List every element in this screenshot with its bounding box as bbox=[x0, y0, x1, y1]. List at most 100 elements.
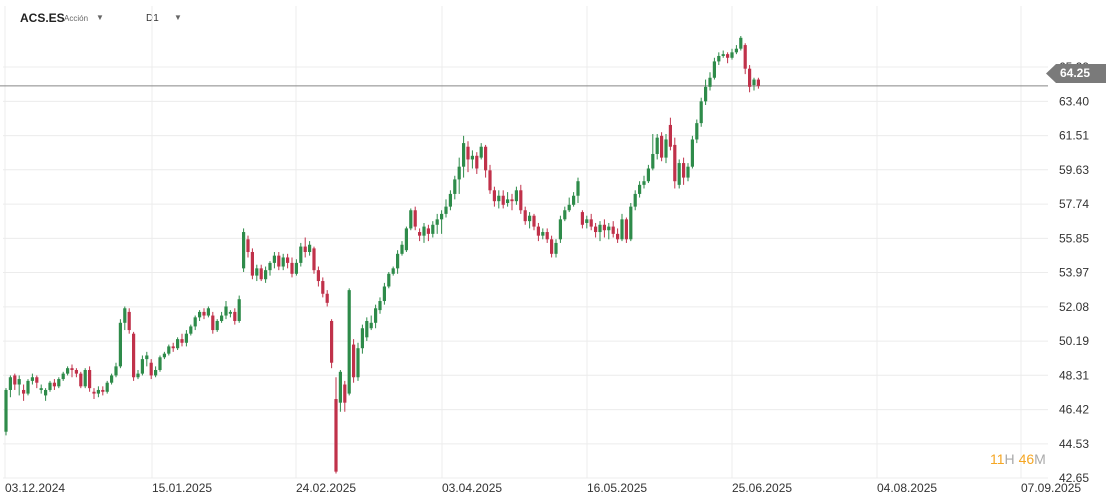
candle-up bbox=[409, 208, 413, 231]
candle-body bbox=[492, 190, 496, 202]
candle-up bbox=[145, 351, 149, 367]
candle-up bbox=[699, 97, 703, 127]
candle-body bbox=[325, 293, 329, 303]
candle-down bbox=[70, 364, 74, 378]
countdown-minutes: 46 bbox=[1018, 451, 1035, 467]
candle-body bbox=[330, 320, 334, 363]
candle-up bbox=[26, 379, 30, 396]
candle-down bbox=[492, 186, 496, 207]
candle-body bbox=[541, 232, 545, 236]
candle-up bbox=[378, 297, 382, 314]
candle-up bbox=[440, 210, 444, 234]
candle-body bbox=[255, 268, 259, 276]
countdown-minutes-unit: M bbox=[1034, 451, 1046, 467]
candle-down bbox=[286, 253, 290, 269]
candle-up bbox=[224, 301, 228, 320]
candle-body bbox=[83, 369, 87, 387]
candle-body bbox=[602, 224, 606, 231]
candle-up bbox=[506, 192, 510, 207]
candle-body bbox=[431, 224, 435, 234]
candle-up bbox=[638, 181, 642, 198]
candle-body bbox=[180, 339, 184, 343]
y-tick-label: 61.51 bbox=[1059, 129, 1089, 143]
candle-body bbox=[347, 290, 351, 394]
candle-body bbox=[154, 369, 158, 376]
candle-body bbox=[123, 308, 127, 323]
candle-body bbox=[629, 206, 633, 240]
candle-body bbox=[198, 311, 202, 318]
candle-up bbox=[228, 310, 232, 318]
candle-down bbox=[580, 210, 584, 229]
candle-down bbox=[426, 224, 430, 242]
candle-down bbox=[180, 333, 184, 347]
candle-body bbox=[580, 212, 584, 225]
candle-body bbox=[721, 54, 725, 56]
candle-down bbox=[171, 342, 175, 352]
candle-up bbox=[30, 373, 34, 385]
candle-body bbox=[66, 368, 70, 374]
candle-body bbox=[184, 333, 188, 343]
candle-up bbox=[114, 362, 118, 378]
candle-down bbox=[211, 311, 215, 334]
candle-body bbox=[514, 190, 518, 202]
candle-body bbox=[277, 255, 281, 267]
chart-grid bbox=[3, 6, 1048, 479]
candle-up bbox=[396, 250, 400, 274]
candle-down bbox=[343, 380, 347, 412]
timeframe-dropdown-icon[interactable]: ▼ bbox=[174, 13, 182, 22]
candle-up bbox=[567, 197, 571, 213]
candle-body bbox=[211, 315, 215, 331]
y-tick-label: 57.74 bbox=[1059, 197, 1089, 211]
symbol-label[interactable]: ACS.ES bbox=[20, 11, 65, 25]
candle-down bbox=[325, 290, 329, 307]
candles bbox=[4, 36, 760, 474]
candle-body bbox=[140, 359, 144, 374]
symbol-dropdown-icon[interactable]: ▼ bbox=[96, 13, 104, 22]
candle-body bbox=[739, 37, 743, 49]
candle-body bbox=[110, 375, 114, 383]
candle-up bbox=[572, 192, 576, 207]
candle-up bbox=[17, 375, 21, 396]
candle-up bbox=[255, 264, 259, 282]
y-tick-label: 59.63 bbox=[1059, 163, 1089, 177]
candle-body bbox=[338, 371, 342, 403]
candle-up bbox=[642, 175, 646, 189]
candle-body bbox=[272, 255, 276, 263]
candle-body bbox=[426, 228, 430, 234]
candle-body bbox=[242, 232, 246, 269]
candle-up bbox=[154, 366, 158, 378]
candle-down bbox=[92, 388, 96, 400]
candle-up bbox=[739, 36, 743, 51]
candle-down bbox=[545, 228, 549, 243]
candle-body bbox=[290, 262, 294, 274]
candle-body bbox=[752, 79, 756, 86]
candle-body bbox=[563, 210, 567, 220]
candle-up bbox=[242, 228, 246, 272]
candle-up bbox=[576, 177, 580, 203]
candle-body bbox=[677, 163, 681, 185]
candle-body bbox=[22, 389, 26, 394]
candle-up bbox=[646, 164, 650, 184]
price-badge-shape bbox=[1046, 64, 1106, 83]
candle-body bbox=[74, 369, 78, 374]
candle-up bbox=[541, 228, 545, 240]
candle-down bbox=[312, 246, 316, 274]
candle-body bbox=[149, 362, 153, 376]
candle-body bbox=[457, 166, 461, 180]
candle-up bbox=[633, 190, 637, 211]
candle-up bbox=[206, 306, 210, 318]
candle-up bbox=[721, 50, 725, 58]
candle-body bbox=[365, 320, 369, 338]
candle-body bbox=[448, 193, 452, 207]
candle-up bbox=[356, 342, 360, 381]
candle-down bbox=[413, 206, 417, 231]
candle-down bbox=[127, 308, 131, 334]
candle-down bbox=[13, 373, 17, 390]
candle-body bbox=[206, 308, 210, 316]
candle-body bbox=[660, 135, 664, 158]
candle-down bbox=[334, 377, 338, 474]
x-tick-label: 04.08.2025 bbox=[877, 481, 937, 495]
candle-body bbox=[462, 143, 466, 167]
candle-down bbox=[519, 184, 523, 214]
